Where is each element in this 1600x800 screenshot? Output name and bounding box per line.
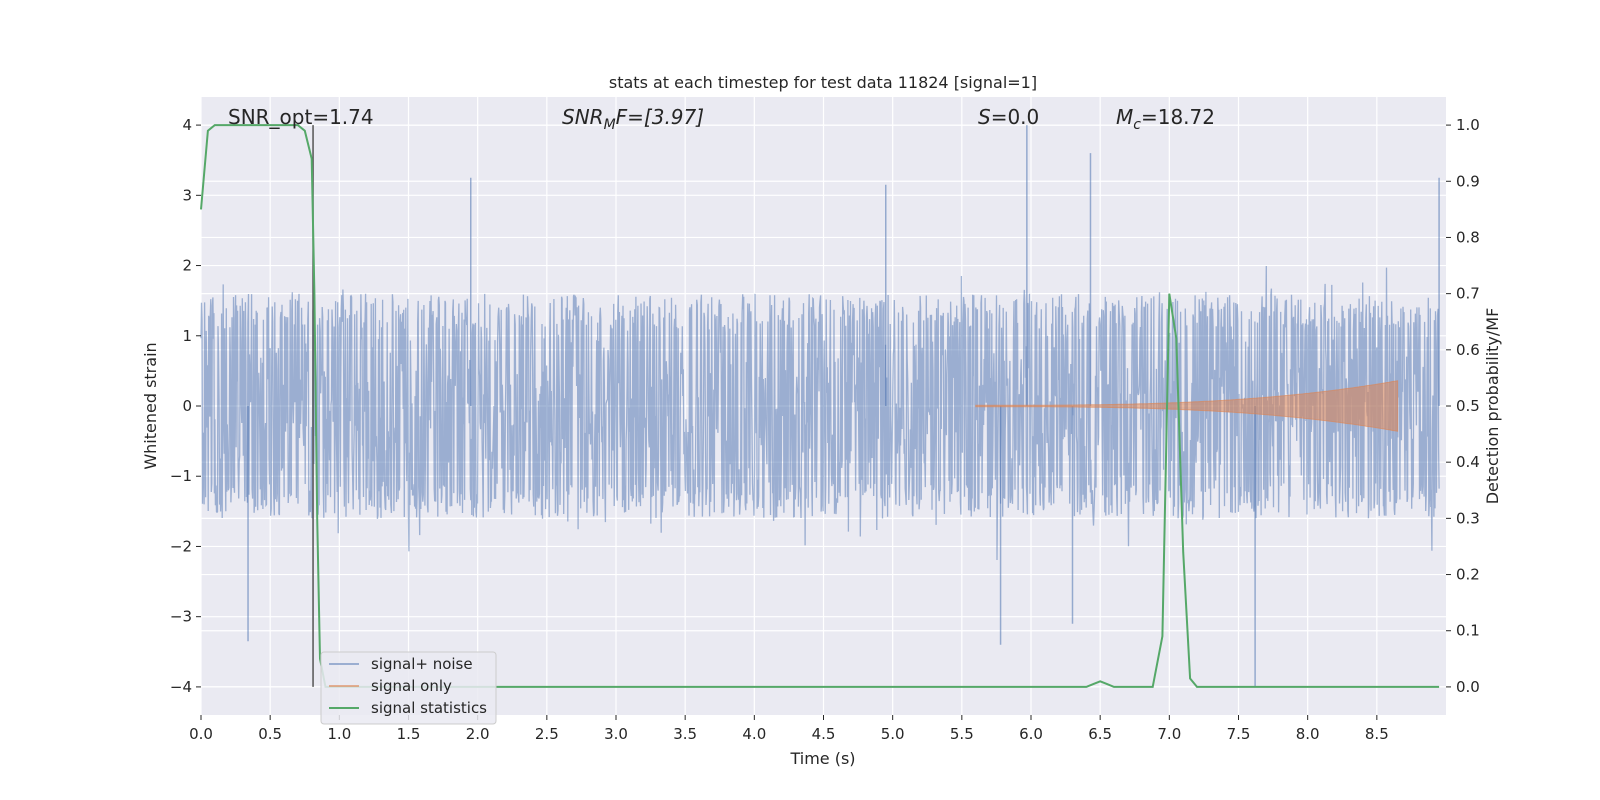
- y-tick-label: 3: [182, 186, 192, 204]
- x-tick-label: 7.5: [1227, 725, 1251, 743]
- legend-label-noise: signal+ noise: [371, 655, 473, 673]
- y-tick-label: −4: [170, 678, 192, 696]
- legend-label-signal: signal only: [371, 677, 452, 695]
- y-right-tick-label: 0.5: [1456, 397, 1480, 415]
- x-tick-label: 1.0: [327, 725, 351, 743]
- y-axis-right-ticks: 1.0 0.9 0.8 0.7 0.6 0.5 0.4 0.3 0.2 0.1 0.0: [1446, 116, 1480, 696]
- annotation-s-rest: =0.0: [991, 105, 1040, 129]
- x-tick-label: 2.0: [466, 725, 490, 743]
- x-tick-label: 2.5: [535, 725, 559, 743]
- series-signal-only: [975, 380, 1399, 432]
- x-tick-label: 5.0: [881, 725, 905, 743]
- annotation-mc-sub: c: [1133, 117, 1141, 133]
- annotation-mc-main: M: [1116, 105, 1133, 129]
- x-tick-label: 8.5: [1365, 725, 1389, 743]
- y-tick-label: −2: [170, 537, 192, 555]
- chirp-envelope: [975, 380, 1399, 432]
- y-right-tick-label: 0.3: [1456, 509, 1480, 527]
- annotation-snr-opt: SNR_opt=1.74: [228, 105, 374, 129]
- legend-box: [320, 651, 497, 725]
- chart-title: stats at each timestep for test data 118…: [609, 73, 1037, 92]
- legend-label-stats: signal statistics: [371, 699, 487, 717]
- x-tick-label: 0.5: [258, 725, 282, 743]
- x-tick-label: 0.0: [189, 725, 213, 743]
- y-tick-label: 4: [182, 116, 192, 134]
- y-right-tick-label: 0.6: [1456, 341, 1480, 359]
- annotation-snr-mf: SNRMF=[3.97]: [562, 105, 704, 133]
- x-tick-label: 3.5: [673, 725, 697, 743]
- x-tick-label: 1.5: [397, 725, 421, 743]
- x-axis-label: Time (s): [789, 749, 855, 768]
- y-right-tick-label: 0.8: [1456, 228, 1480, 246]
- x-tick-label: 8.0: [1296, 725, 1320, 743]
- y-axis-right-label: Detection probability/MF: [1483, 308, 1502, 505]
- y-tick-label: 0: [182, 397, 192, 415]
- y-tick-label: −1: [170, 467, 192, 485]
- noise-trace: [200, 265, 1440, 561]
- annotation-mc-rest: =18.72: [1141, 105, 1215, 129]
- annotation-s: S=0.0: [978, 105, 1039, 129]
- series-signal-noise: [200, 125, 1440, 687]
- series-signal-statistics: [200, 124, 1440, 688]
- y-right-tick-label: 0.9: [1456, 172, 1480, 190]
- x-tick-label: 6.0: [1019, 725, 1043, 743]
- annotation-mc: Mc=18.72: [1116, 105, 1215, 133]
- annotation-s-main: S: [978, 105, 991, 129]
- x-axis-ticks: 0.0 0.5 1.0 1.5 2.0 2.5 3.0 3.5 4.0 4.5 5.0 5.5 6.0 6…: [189, 715, 1389, 743]
- x-tick-label: 4.5: [812, 725, 836, 743]
- y-right-tick-label: 0.1: [1456, 622, 1480, 640]
- annotation-snr-mf-sub: M: [604, 117, 616, 133]
- y-right-tick-label: 0.2: [1456, 566, 1480, 584]
- legend: signal+ noise signal only signal statist…: [320, 651, 497, 725]
- y-right-tick-label: 1.0: [1456, 116, 1480, 134]
- y-tick-label: 2: [182, 257, 192, 275]
- annotation-snr-mf-rest: F=[3.97]: [616, 105, 704, 129]
- x-tick-label: 4.0: [742, 725, 766, 743]
- annotation-snr-mf-main: SNR: [562, 105, 604, 129]
- x-tick-label: 7.0: [1157, 725, 1181, 743]
- x-tick-label: 3.0: [604, 725, 628, 743]
- y-right-tick-label: 0.0: [1456, 678, 1480, 696]
- y-tick-label: 1: [182, 327, 192, 345]
- y-right-tick-label: 0.7: [1456, 285, 1480, 303]
- y-axis-left-ticks: 4 3 2 1 0 −1 −2 −3 −4: [170, 116, 201, 696]
- y-tick-label: −3: [170, 608, 192, 626]
- x-tick-label: 5.5: [950, 725, 974, 743]
- y-right-tick-label: 0.4: [1456, 453, 1480, 471]
- x-tick-label: 6.5: [1088, 725, 1112, 743]
- y-axis-left-label: Whitened strain: [141, 342, 160, 469]
